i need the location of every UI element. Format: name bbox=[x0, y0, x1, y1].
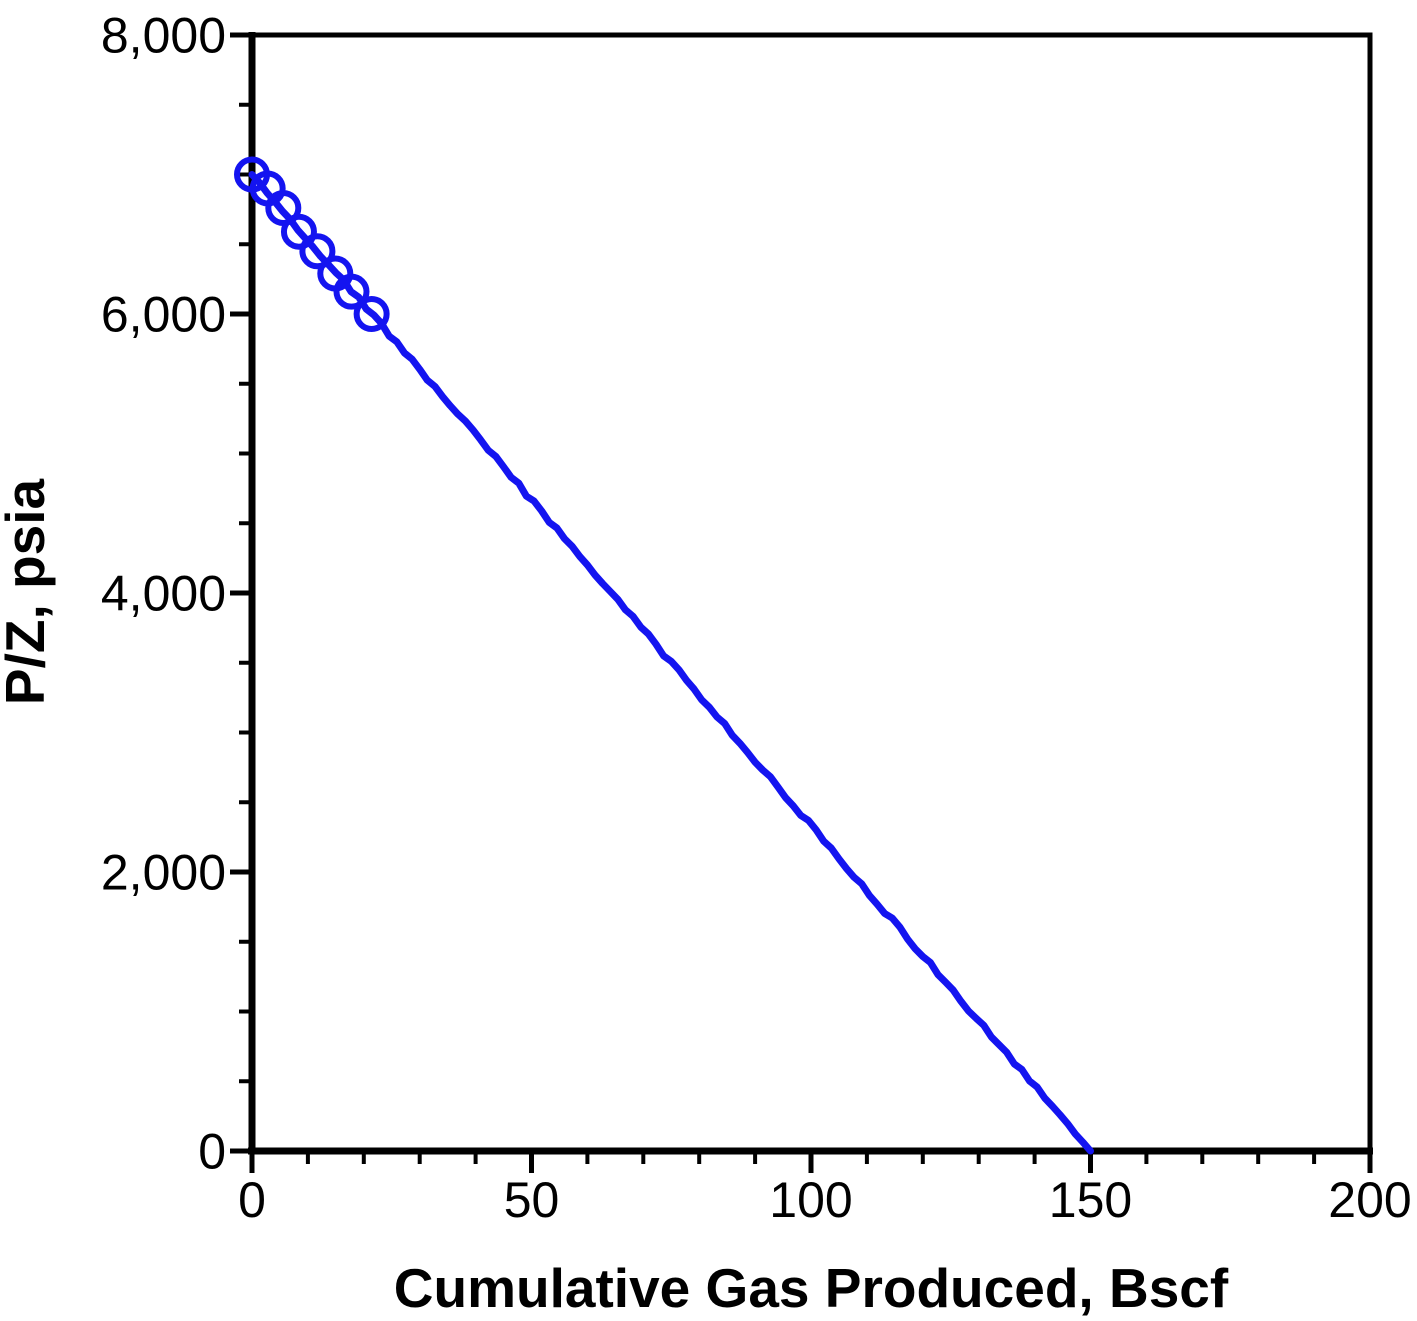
data-series bbox=[234, 156, 1094, 1155]
x-axis-title: Cumulative Gas Produced, Bscf bbox=[394, 1257, 1229, 1319]
y-tick-label: 0 bbox=[198, 1124, 226, 1180]
data-point-marker bbox=[333, 273, 370, 310]
x-tick-label: 50 bbox=[504, 1172, 560, 1228]
data-point-marker bbox=[299, 233, 336, 270]
x-axis-minor-ticks bbox=[305, 1151, 1317, 1164]
x-tick-label: 200 bbox=[1328, 1172, 1411, 1228]
x-tick-label: 150 bbox=[1049, 1172, 1132, 1228]
y-axis-major-ticks bbox=[230, 32, 252, 1154]
x-tick-label: 100 bbox=[769, 1172, 852, 1228]
x-axis-tick-labels: 0 50 100 150 200 bbox=[238, 1172, 1412, 1228]
x-axis-major-ticks bbox=[249, 1151, 1373, 1173]
x-tick-label: 0 bbox=[238, 1172, 266, 1228]
y-axis-title: P/Z, psia bbox=[0, 479, 56, 706]
y-axis-tick-labels: 0 2,000 4,000 6,000 8,000 bbox=[101, 8, 226, 1180]
data-point-marker bbox=[353, 296, 390, 332]
y-tick-label: 4,000 bbox=[101, 566, 226, 622]
data-point-marker bbox=[280, 213, 317, 250]
plot-frame bbox=[249, 32, 1373, 1154]
y-tick-label: 2,000 bbox=[101, 845, 226, 901]
y-tick-label: 6,000 bbox=[101, 287, 226, 343]
y-axis-minor-ticks bbox=[239, 102, 252, 1084]
y-tick-label: 8,000 bbox=[101, 8, 226, 64]
trend-line bbox=[248, 171, 1094, 1155]
